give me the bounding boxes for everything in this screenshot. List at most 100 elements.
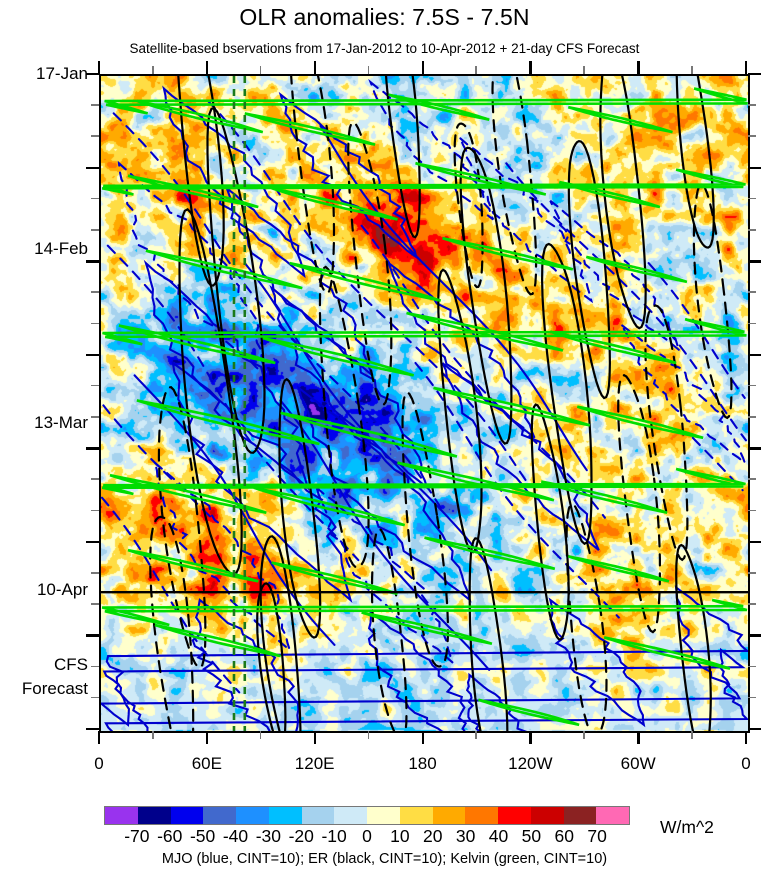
tick-mark	[91, 509, 99, 512]
tick-mark	[691, 66, 693, 74]
colorbar	[104, 806, 630, 825]
colorbar-tick-label: -30	[255, 826, 282, 846]
colorbar-swatch	[563, 807, 597, 824]
tick-mark	[748, 322, 756, 325]
kelvin-contour	[271, 561, 398, 596]
colorbar-swatch	[301, 807, 335, 824]
tick-mark	[475, 66, 477, 74]
tick-mark	[313, 731, 317, 744]
tick-mark	[86, 73, 99, 76]
kelvin-contour	[127, 548, 259, 583]
tick-mark	[91, 197, 99, 200]
colorbar-swatch	[236, 807, 269, 824]
tick-mark	[748, 696, 756, 699]
tick-mark	[748, 665, 756, 668]
er-contour	[459, 146, 513, 445]
y-axis-tick-label: CFS	[54, 655, 88, 675]
er-contour	[278, 377, 322, 639]
kelvin-contour	[136, 99, 264, 134]
tick-mark	[637, 61, 640, 74]
tick-mark	[151, 731, 154, 739]
kelvin-contour	[101, 598, 748, 627]
tick-mark	[637, 731, 640, 744]
mjo-contour	[102, 262, 746, 519]
er-contour	[453, 122, 484, 289]
tick-mark	[748, 416, 756, 418]
er-contour	[256, 582, 287, 731]
colorbar-swatch	[530, 807, 564, 824]
er-contour	[178, 208, 243, 576]
tick-mark	[748, 166, 761, 169]
er-contour	[157, 386, 207, 670]
tick-mark	[86, 166, 99, 169]
page-title: OLR anomalies: 7.5S - 7.5N	[239, 4, 530, 30]
er-contour	[599, 76, 647, 330]
mjo-contour	[112, 112, 444, 512]
er-contour	[318, 265, 370, 569]
kelvin-contour	[576, 405, 704, 440]
kelvin-contour	[540, 480, 668, 514]
er-contour	[567, 140, 612, 400]
tick-mark	[748, 228, 756, 231]
colorbar-swatch	[465, 807, 498, 824]
kelvin-contour	[415, 162, 547, 196]
colorbar-swatch	[596, 807, 629, 824]
tick-mark	[748, 384, 756, 387]
kelvin-contour	[145, 249, 303, 290]
kelvin-contour	[567, 105, 673, 134]
er-contour	[370, 527, 408, 731]
y-axis-tick-label: 14-Feb	[34, 238, 88, 258]
tick-mark	[259, 731, 262, 739]
y-axis-tick-label: 17-Jan	[36, 64, 88, 83]
mjo-contour	[162, 85, 306, 279]
tick-mark	[583, 66, 585, 74]
y-axis-tick-label: 13-Mar	[34, 413, 88, 433]
er-contour	[206, 106, 266, 454]
colorbar-tick-label: 30	[455, 826, 476, 846]
kelvin-contour	[289, 261, 442, 302]
mjo-contour	[106, 244, 360, 562]
y-axis-tick-label: Forecast	[21, 679, 88, 699]
colorbar-swatch	[170, 807, 204, 824]
y-axis-tick-label: 10-Apr	[36, 580, 88, 600]
tick-mark	[91, 291, 99, 293]
tick-mark	[691, 731, 693, 739]
tick-mark	[745, 61, 748, 74]
colorbar-swatch	[137, 807, 171, 824]
tick-mark	[91, 603, 99, 605]
tick-mark	[91, 665, 99, 668]
tick-mark	[748, 104, 756, 106]
mjo-contour	[206, 99, 529, 484]
colorbar-unit-label: W/m^2	[660, 817, 714, 837]
tick-mark	[86, 540, 99, 544]
kelvin-contour	[280, 411, 458, 458]
colorbar-swatch	[268, 807, 302, 824]
tick-mark	[91, 228, 99, 231]
tick-mark	[748, 73, 761, 76]
colorbar-swatch	[432, 807, 466, 824]
tick-mark	[421, 61, 424, 74]
tick-mark	[86, 447, 99, 450]
tick-mark	[91, 416, 99, 418]
mjo-contour	[368, 78, 495, 221]
x-axis-tick-label: 0	[94, 754, 104, 773]
er-contour	[675, 543, 712, 731]
kelvin-contour	[244, 112, 376, 146]
tick-mark	[748, 135, 756, 137]
mjo-contour	[459, 137, 594, 304]
tick-mark	[91, 384, 99, 387]
colorbar-tick-label: 20	[423, 826, 443, 846]
kelvin-contour	[558, 180, 661, 209]
tick-mark	[475, 731, 477, 739]
mjo-contour	[243, 262, 493, 572]
colorbar-tick-label: 10	[390, 826, 410, 846]
tick-mark	[86, 728, 99, 731]
er-contour	[384, 76, 421, 239]
tick-mark	[745, 731, 748, 744]
tick-mark	[91, 135, 99, 137]
tick-mark	[529, 61, 532, 74]
colorbar-tick-label: -50	[189, 826, 216, 846]
kelvin-contour	[433, 386, 591, 427]
er-contour	[675, 76, 715, 249]
colorbar-tick-label: -10	[321, 826, 347, 846]
